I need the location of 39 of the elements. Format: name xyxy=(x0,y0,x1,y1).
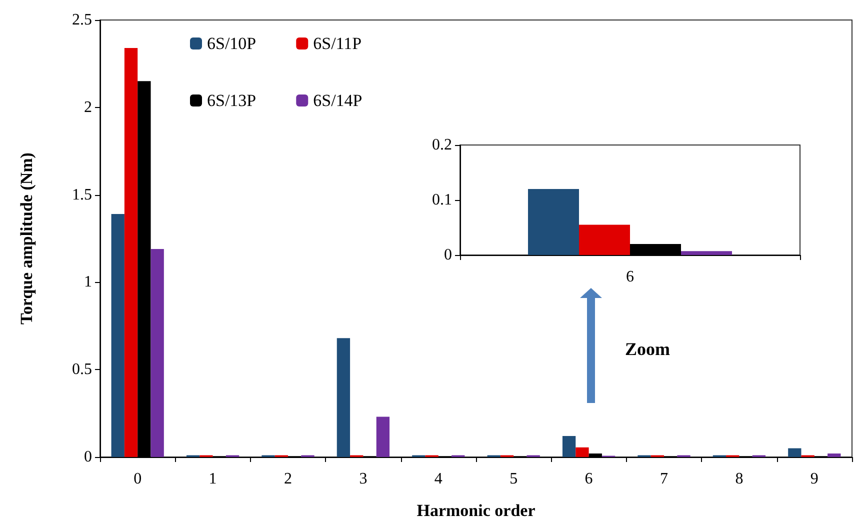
y-tick-label: 0 xyxy=(84,448,92,466)
y-axis-title: Torque amplitude (Nm) xyxy=(17,152,36,324)
bar xyxy=(150,248,164,457)
y-tick-label: 0.1 xyxy=(432,192,452,208)
x-tick-label: 8 xyxy=(735,470,744,488)
legend-label: 6S/13P xyxy=(207,91,256,110)
y-tick-label: 1.5 xyxy=(72,186,92,204)
bar xyxy=(576,447,589,457)
x-tick-label: 9 xyxy=(810,470,818,488)
legend-label: 6S/11P xyxy=(313,34,362,53)
y-tick-label: 0.5 xyxy=(72,361,92,378)
x-tick-label: 5 xyxy=(510,470,518,488)
y-tick-label: 2.5 xyxy=(72,12,92,28)
bar xyxy=(528,189,579,255)
x-tick-label: 3 xyxy=(359,470,368,488)
x-tick-label: 2 xyxy=(284,470,292,488)
bar xyxy=(681,251,732,255)
x-tick-label: 4 xyxy=(434,470,442,488)
bar xyxy=(111,214,124,457)
annotation: Zoom xyxy=(625,339,670,359)
x-axis-title: Harmonic order xyxy=(416,501,536,520)
bar xyxy=(562,436,576,457)
bar xyxy=(828,454,841,457)
y-tick-label: 1 xyxy=(84,274,92,291)
bar xyxy=(336,338,350,457)
legend-label: 6S/14P xyxy=(313,91,362,110)
bar xyxy=(124,48,138,457)
x-tick-label: 1 xyxy=(208,470,217,488)
x-tick-label: 6 xyxy=(626,268,634,286)
bar xyxy=(376,416,390,457)
x-tick-label: 6 xyxy=(584,470,593,488)
y-tick-label: 0.2 xyxy=(432,136,452,154)
x-tick-label: 0 xyxy=(134,470,142,488)
bar xyxy=(579,224,630,255)
y-tick-label: 0 xyxy=(444,246,452,264)
y-tick-label: 2 xyxy=(84,98,92,116)
bar xyxy=(788,448,802,457)
legend-label: 6S/10P xyxy=(207,34,256,53)
x-tick-label: 7 xyxy=(660,470,668,488)
